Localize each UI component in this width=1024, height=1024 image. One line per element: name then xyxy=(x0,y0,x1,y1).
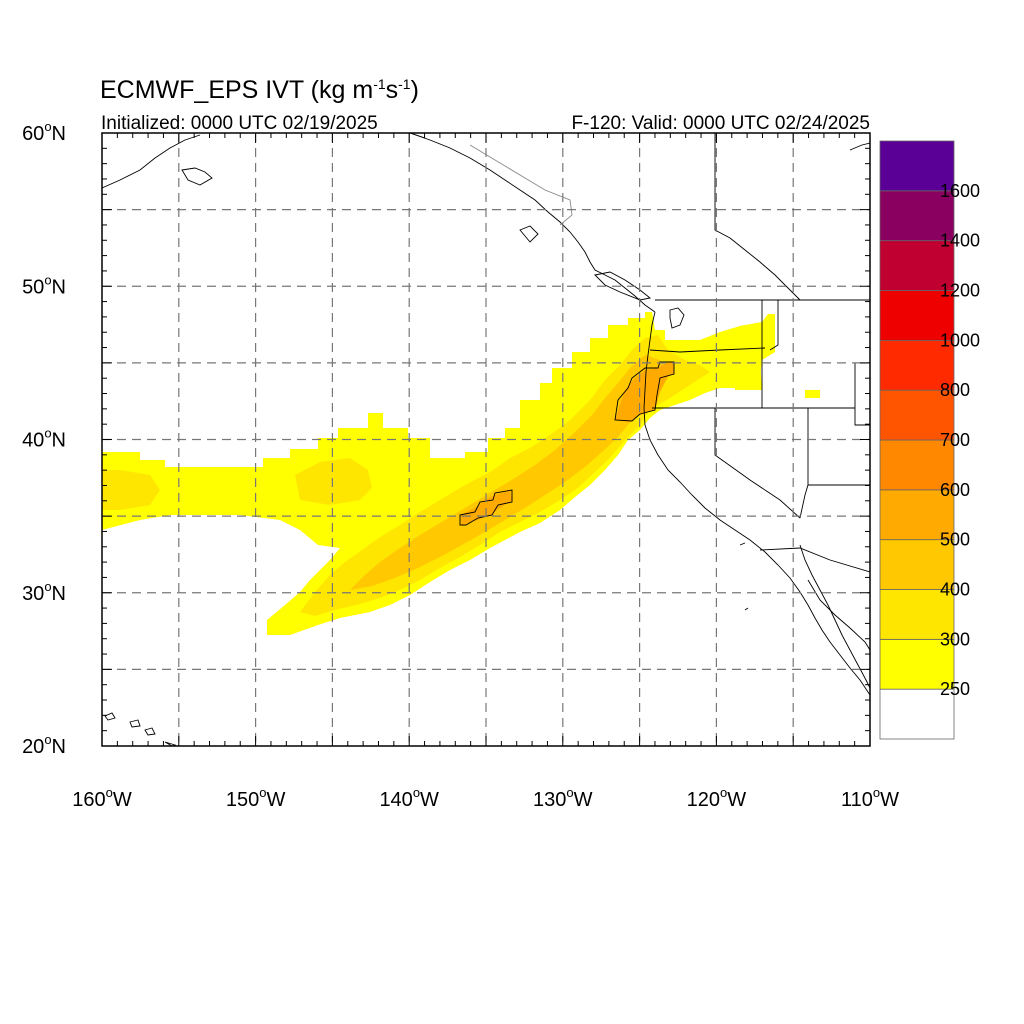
colorbar-swatch xyxy=(879,439,955,491)
colorbar-swatch xyxy=(879,140,955,192)
contour-500-south xyxy=(459,489,513,526)
colorbar-swatch xyxy=(879,240,955,291)
border-idaho xyxy=(761,300,779,408)
colorbar-label: 400 xyxy=(940,580,970,600)
coastlines xyxy=(102,133,870,746)
colorbar-swatch xyxy=(879,539,955,590)
x-tick-label: 160oW xyxy=(72,785,132,811)
coast-hawaii xyxy=(104,712,177,746)
subtitle-initialized: Initialized: 0000 UTC 02/19/2025 xyxy=(101,113,378,134)
x-tick-label: 130oW xyxy=(533,785,593,811)
colorbar-swatch xyxy=(879,688,955,740)
x-tick-label: 110oW xyxy=(841,785,899,811)
colorbar: 250 300 400 500 600 700 800 1000 1200 1400 1600 xyxy=(879,140,980,740)
colorbar-label: 250 xyxy=(940,679,970,699)
ivt-field xyxy=(102,312,820,635)
coast-baja-east xyxy=(799,544,870,689)
colorbar-swatch xyxy=(879,190,955,242)
colorbar-swatch xyxy=(879,589,955,640)
coast-islands-ak xyxy=(181,167,652,301)
colorbar-label: 300 xyxy=(940,629,970,649)
border-ca-az xyxy=(799,484,870,519)
border-or-wa xyxy=(649,347,766,353)
y-tick-label: 20oN xyxy=(22,732,66,758)
ivt-band-250-b xyxy=(735,360,820,398)
colorbar-swatch xyxy=(879,489,955,541)
coast-kodiak xyxy=(409,133,426,139)
coast-hudson-corner xyxy=(849,142,870,151)
x-tick-label: 140oW xyxy=(379,785,439,811)
colorbar-label: 500 xyxy=(940,530,970,550)
coast-us-west xyxy=(643,311,870,696)
colorbar-label: 1400 xyxy=(940,231,980,251)
y-tick-label: 50oN xyxy=(22,272,66,298)
coast-mainland-mx xyxy=(807,579,870,651)
colorbar-label: 1000 xyxy=(940,330,980,350)
coast-puget xyxy=(669,307,685,329)
x-axis-labels: 160oW 150oW 140oW 130oW 120oW 110oW xyxy=(72,785,899,811)
map-title: ECMWF_EPS IVT (kg m-1s-1) xyxy=(100,76,419,104)
colorbar-swatch xyxy=(879,290,955,341)
x-tick-label: 150oW xyxy=(226,785,286,811)
ivt-band-400 xyxy=(350,355,672,590)
border-bc-ab xyxy=(714,133,801,301)
colorbar-label: 700 xyxy=(940,430,970,450)
x-tick-label: 120oW xyxy=(687,785,747,811)
colorbar-label: 1200 xyxy=(940,281,980,301)
y-tick-label: 40oN xyxy=(22,426,66,452)
subtitle-valid: F-120: Valid: 0000 UTC 02/24/2025 xyxy=(571,113,870,134)
colorbar-swatch xyxy=(879,389,955,441)
y-tick-label: 30oN xyxy=(22,579,66,605)
colorbar-swatch xyxy=(879,339,955,391)
ivt-band-500 xyxy=(460,362,674,525)
y-tick-label: 60oN xyxy=(22,119,66,145)
border-utah xyxy=(807,362,870,485)
border-us-mx xyxy=(759,547,870,573)
colorbar-swatch xyxy=(879,638,955,690)
map-grid xyxy=(102,133,870,746)
border-nevada xyxy=(714,408,801,519)
y-axis-labels: 60oN 50oN 40oN 30oN 20oN xyxy=(22,119,66,758)
border-bc-alaska xyxy=(469,144,573,226)
colorbar-label: 1600 xyxy=(940,181,980,201)
coast-channel-islands xyxy=(739,542,749,611)
colorbar-label: 600 xyxy=(940,480,970,500)
contour-500-north xyxy=(614,361,675,422)
colorbar-label: 800 xyxy=(940,380,970,400)
axis-ticks xyxy=(101,132,871,747)
coast-alaska xyxy=(102,133,656,313)
